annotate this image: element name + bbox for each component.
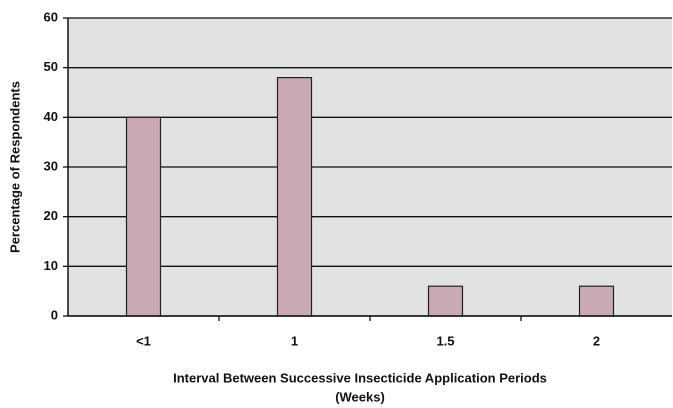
x-tick-label: <1	[136, 333, 151, 348]
bar	[427, 285, 464, 317]
y-tick-label: 50	[44, 59, 58, 74]
y-tick-label: 40	[44, 109, 58, 124]
y-tick-label: 60	[44, 9, 58, 24]
bar	[276, 76, 313, 317]
x-tick-label: 1.5	[436, 333, 454, 348]
y-tick-label: 0	[51, 307, 58, 322]
y-tick-label: 20	[44, 208, 58, 223]
bar	[578, 285, 615, 317]
bar	[125, 116, 162, 317]
x-tick-label: 1	[291, 333, 298, 348]
x-tick-label: 2	[593, 333, 600, 348]
y-tick-label: 10	[44, 258, 58, 273]
y-tick-label: 30	[44, 158, 58, 173]
y-axis-title: Percentage of Respondents	[7, 81, 22, 253]
x-axis-unit: (Weeks)	[335, 389, 385, 404]
x-axis-title: Interval Between Successive Insecticide …	[173, 370, 547, 385]
